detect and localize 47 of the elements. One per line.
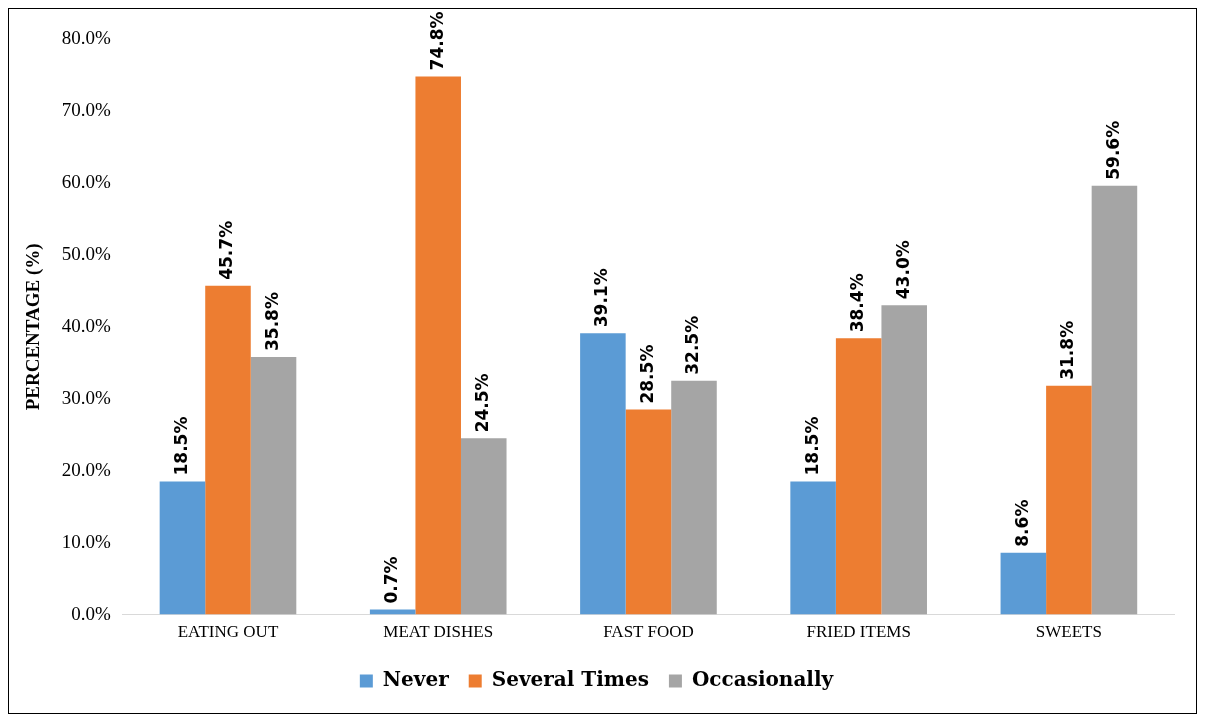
y-axis-title: PERCENTAGE (%) xyxy=(22,243,45,411)
x-tick-label: FAST FOOD xyxy=(603,622,694,642)
y-tick-label: 60.0% xyxy=(61,170,112,192)
bar xyxy=(460,438,507,615)
y-tick-label: 0.0% xyxy=(71,602,112,624)
data-label: 31.8% xyxy=(1057,320,1078,380)
bar xyxy=(881,305,927,615)
x-tick-label: SWEETS xyxy=(1035,622,1102,642)
bar xyxy=(671,380,717,615)
data-label: 45.7% xyxy=(216,220,237,280)
data-label: 8.6% xyxy=(1011,499,1032,547)
bar xyxy=(625,409,672,615)
y-tick-label: 70.0% xyxy=(61,98,112,120)
data-label: 39.1% xyxy=(591,268,612,328)
legend-label: Never xyxy=(382,667,450,692)
data-label: 59.6% xyxy=(1102,120,1123,180)
x-tick-label: MEAT DISHES xyxy=(383,622,494,642)
data-label: 32.5% xyxy=(682,315,703,375)
bar xyxy=(415,76,461,615)
y-tick-label: 40.0% xyxy=(61,314,112,336)
bar xyxy=(1091,185,1138,615)
y-tick-label: 20.0% xyxy=(61,458,112,480)
bar xyxy=(159,481,206,615)
data-label: 43.0% xyxy=(892,240,913,300)
bar xyxy=(790,481,836,615)
data-label: 18.5% xyxy=(801,416,822,476)
bar xyxy=(205,285,251,615)
data-label: 24.5% xyxy=(472,373,493,433)
y-tick-label: 10.0% xyxy=(61,530,112,552)
bar xyxy=(835,338,882,615)
data-label: 18.5% xyxy=(170,416,191,476)
data-label: 35.8% xyxy=(261,292,282,352)
y-tick-label: 80.0% xyxy=(61,26,112,48)
data-label: 38.4% xyxy=(847,273,868,333)
y-tick-label: 30.0% xyxy=(61,386,112,408)
legend-label: Several Times xyxy=(491,667,649,692)
bar xyxy=(580,333,626,615)
data-label: 0.7% xyxy=(381,556,402,604)
data-label: 28.5% xyxy=(636,344,657,404)
bar xyxy=(1000,552,1047,615)
data-label: 74.8% xyxy=(426,11,447,71)
bar xyxy=(1046,385,1092,615)
legend-label: Occasionally xyxy=(691,667,835,692)
bar xyxy=(250,357,297,615)
x-tick-label: EATING OUT xyxy=(177,622,279,642)
x-tick-label: FRIED ITEMS xyxy=(806,622,911,642)
y-tick-label: 50.0% xyxy=(61,242,112,264)
